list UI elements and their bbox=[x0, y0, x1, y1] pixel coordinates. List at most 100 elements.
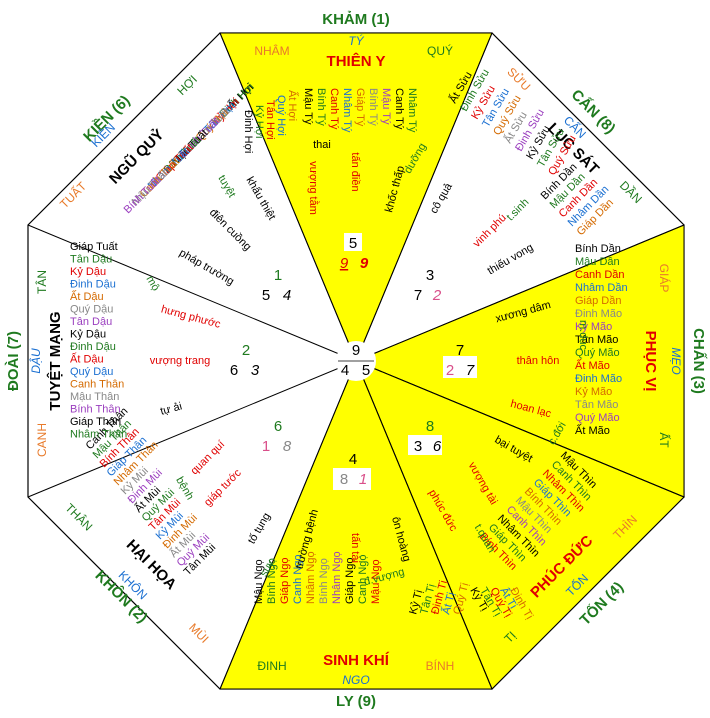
year-label: Ất Mão bbox=[575, 424, 610, 437]
year-label: Bính Tý bbox=[367, 88, 379, 126]
num-2-right: 3 bbox=[251, 362, 260, 379]
num-2-top: 2 bbox=[242, 342, 250, 359]
year-columns: Mậu Tý Bính Tý Canh Tý Nhâm Tý Giáp Tý Bính T… bbox=[70, 67, 628, 621]
star-sinh-khi: SINH KHÍ bbox=[323, 652, 390, 669]
year-label: Ất Dậu bbox=[70, 290, 104, 303]
year-label: Kỷ Mão bbox=[575, 321, 612, 333]
num-box-7 bbox=[443, 356, 477, 378]
spokes bbox=[27, 32, 685, 690]
year-label: Ất Dậu bbox=[70, 353, 104, 366]
year-label: Ất Mão bbox=[575, 359, 610, 372]
year-label: Canh Ngọ bbox=[357, 554, 369, 604]
num-6-left: 1 bbox=[262, 438, 270, 455]
year-label: Canh Tý bbox=[393, 88, 405, 130]
trigram-kham: KHẢM (1) bbox=[322, 11, 390, 28]
num-5-right: 9 bbox=[360, 255, 369, 272]
num-6-top: 6 bbox=[274, 418, 282, 435]
num-3-left: 7 bbox=[414, 287, 422, 304]
year-label: Quý Hợi bbox=[275, 95, 287, 136]
year-label: Giáp Thân bbox=[70, 416, 121, 428]
year-label: Canh Ngọ bbox=[292, 554, 304, 604]
year-label: Kỷ Hợi bbox=[253, 105, 265, 139]
minor-thai: thai bbox=[313, 139, 331, 151]
trigram-chan: CHẤN (3) bbox=[690, 328, 707, 394]
branch-ngo: NGO bbox=[342, 673, 369, 687]
year-label: Giáp Ngọ bbox=[344, 558, 356, 604]
year-label: Bính Dần bbox=[575, 243, 621, 255]
num-4-right: 1 bbox=[359, 471, 367, 488]
year-label: Giáp Tý bbox=[354, 88, 366, 127]
year-label: Nhâm Thân bbox=[70, 429, 127, 441]
trigram-ly: LY (9) bbox=[336, 693, 376, 710]
year-label: Đinh Dậu bbox=[70, 341, 116, 353]
minor-than-hon: thân hôn bbox=[517, 355, 560, 367]
year-label: Tân Dậu bbox=[70, 316, 112, 328]
num-8-left: 3 bbox=[414, 438, 422, 455]
center-num-4: 4 bbox=[341, 362, 349, 379]
year-label: Nhâm Tý bbox=[406, 88, 418, 133]
year-label: Bính Ngọ bbox=[318, 558, 330, 604]
year-label: Tân Dậu bbox=[70, 254, 112, 266]
year-label: Giáp Dần bbox=[575, 295, 621, 307]
branch-binh: BÍNH bbox=[426, 658, 455, 673]
num-7-top: 7 bbox=[456, 342, 464, 359]
num-8-right: 6 bbox=[433, 438, 442, 455]
year-label: Bính Thân bbox=[70, 404, 121, 416]
year-label: Mậu Dần bbox=[575, 256, 620, 268]
num-3-right: 2 bbox=[432, 287, 442, 304]
year-label: Quý Dậu bbox=[70, 366, 113, 378]
year-label: Mậu Ngọ bbox=[370, 559, 382, 604]
minor-vuong-trang: vượng trang bbox=[150, 355, 210, 367]
year-label: Nhâm Dần bbox=[575, 282, 628, 294]
year-label: Mậu Tý bbox=[302, 88, 314, 125]
num-1-top: 1 bbox=[274, 267, 282, 284]
num-8-top: 8 bbox=[426, 418, 434, 435]
year-label: Kỷ Mão bbox=[575, 386, 612, 398]
year-label: Giáp Ngọ bbox=[279, 558, 291, 604]
branch-tan: TÂN bbox=[34, 270, 49, 294]
year-label: Tân Hợi bbox=[264, 100, 276, 140]
branch-dinh: ĐINH bbox=[257, 659, 286, 673]
num-box-4 bbox=[333, 468, 371, 490]
minor-tan-dien: tấn điền bbox=[349, 152, 361, 191]
year-label: Đinh Mão bbox=[575, 373, 622, 385]
num-5-top: 5 bbox=[349, 235, 357, 252]
minor-tu-ai: tự ải bbox=[159, 400, 183, 417]
year-label: Nhâm Ngọ bbox=[305, 551, 317, 604]
year-label: Tân Mão bbox=[575, 334, 618, 346]
year-label: Tân Mão bbox=[575, 399, 618, 411]
center-num-9: 9 bbox=[352, 342, 360, 359]
num-7-right: 7 bbox=[466, 362, 475, 379]
branch-quy: QUÝ bbox=[427, 43, 453, 58]
branch-dau: DẬU bbox=[28, 348, 43, 374]
year-label: Đinh Dậu bbox=[70, 279, 116, 291]
num-6-right: 8 bbox=[283, 438, 292, 455]
year-label: Kỷ Dậu bbox=[70, 266, 106, 278]
num-2-left: 6 bbox=[230, 362, 238, 379]
num-1-right: 4 bbox=[283, 287, 291, 304]
star-thien-y: THIÊN Y bbox=[327, 52, 386, 70]
trigram-doai: ĐOÀI (7) bbox=[5, 331, 22, 391]
year-label: Quý Mão bbox=[575, 412, 620, 424]
year-label: Mậu Thân bbox=[70, 391, 119, 403]
year-label: Quý Dậu bbox=[70, 304, 113, 316]
year-label: Bính Ngọ bbox=[266, 558, 278, 604]
minor-vuong-tam: vượng tằm bbox=[307, 161, 320, 215]
star-tuyet-mang: TUYỆT MẠNG bbox=[46, 311, 64, 410]
minor-tan-tai: tấn tài bbox=[349, 533, 361, 563]
year-label: Giáp Tuất bbox=[70, 241, 118, 253]
year-label: Đinh Hợi bbox=[242, 110, 254, 153]
minor-m-duc: m.dục bbox=[577, 320, 589, 350]
center-num-5: 5 bbox=[362, 362, 370, 379]
num-4-top: 4 bbox=[349, 451, 357, 468]
year-label: Mậu Tý bbox=[380, 88, 392, 125]
num-4-left: 8 bbox=[340, 471, 348, 488]
star-phuc-vi: PHỤC VỊ bbox=[642, 331, 659, 392]
branch-ty: TÝ bbox=[348, 33, 364, 48]
year-label: Canh Dần bbox=[575, 269, 625, 281]
year-label: Nhâm Tý bbox=[341, 88, 353, 133]
num-box-5 bbox=[344, 233, 362, 251]
year-label: Nhâm Ngọ bbox=[331, 551, 343, 604]
num-5-left: 9 bbox=[340, 255, 349, 272]
